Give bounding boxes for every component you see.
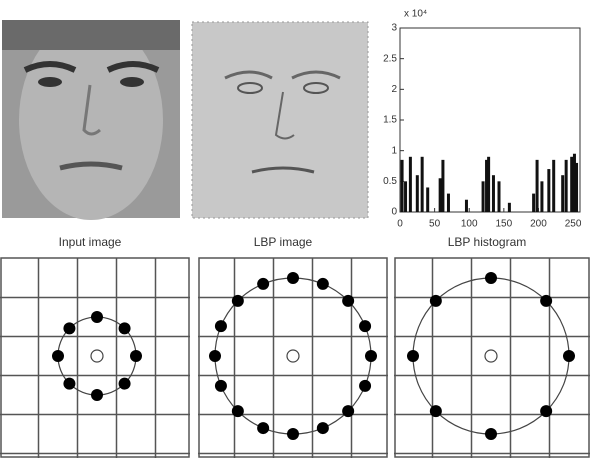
caption: Input image	[59, 235, 122, 249]
caption: LBP image	[254, 235, 313, 249]
bar	[565, 160, 568, 212]
neighbor-point	[209, 350, 221, 362]
neighbor-point	[257, 422, 269, 434]
x-tick-label: 0	[397, 219, 403, 230]
neighbor-point	[232, 405, 244, 417]
neighbor-point	[359, 380, 371, 392]
bar	[426, 187, 429, 212]
neighbor-point	[359, 320, 371, 332]
neighbor-point	[342, 405, 354, 417]
y-tick-label: 2	[391, 84, 397, 95]
bar	[465, 200, 468, 212]
x-tick-label: 100	[461, 219, 478, 230]
neighbor-point	[317, 278, 329, 290]
bar	[561, 175, 564, 212]
center-pixel	[485, 350, 497, 362]
y-tick-label: 0	[391, 207, 397, 218]
y-tick-label: 1	[391, 145, 397, 156]
x-tick-label: 50	[429, 219, 441, 230]
x-tick-label: 250	[565, 219, 582, 230]
bar	[421, 157, 424, 212]
bar	[492, 175, 495, 212]
bar	[439, 178, 442, 212]
neighbor-point	[63, 322, 75, 334]
figure: Input image LBP image LBP histogram x 10…	[0, 0, 590, 458]
bar	[404, 181, 407, 212]
neighbor-point	[563, 350, 575, 362]
page: Input image LBP image LBP histogram x 10…	[0, 0, 590, 458]
neighbor-point	[407, 350, 419, 362]
bar	[532, 194, 535, 212]
caption: LBP histogram	[448, 235, 527, 249]
x-tick-label: 150	[496, 219, 513, 230]
neighbor-point	[52, 350, 64, 362]
neighbor-point	[91, 389, 103, 401]
bar	[540, 181, 543, 212]
neighbor-point	[119, 378, 131, 390]
neighbor-point	[215, 320, 227, 332]
neighbor-point	[317, 422, 329, 434]
neighbor-point	[540, 405, 552, 417]
neighbor-point	[287, 272, 299, 284]
x-tick-label: 200	[530, 219, 547, 230]
bar	[575, 163, 578, 212]
neighbor-point	[365, 350, 377, 362]
bar	[487, 157, 490, 212]
neighbor-point	[287, 428, 299, 440]
neighbor-point	[119, 322, 131, 334]
bar	[482, 181, 485, 212]
bar	[498, 181, 501, 212]
y-tick-label: 1.5	[383, 115, 397, 126]
y-multiplier: x 10⁴	[404, 9, 427, 20]
y-tick-label: 0.5	[383, 176, 397, 187]
center-pixel	[91, 350, 103, 362]
bar	[447, 194, 450, 212]
bar	[552, 160, 555, 212]
bar	[409, 157, 412, 212]
neighbor-point	[430, 405, 442, 417]
neighbor-point	[485, 272, 497, 284]
neighbor-point	[342, 295, 354, 307]
center-pixel	[287, 350, 299, 362]
neighbor-point	[540, 295, 552, 307]
neighbor-point	[215, 380, 227, 392]
neighbor-point	[130, 350, 142, 362]
neighbor-point	[63, 378, 75, 390]
lbp-image	[192, 22, 368, 218]
bar	[401, 160, 404, 212]
bar	[536, 160, 539, 212]
neighbor-point	[485, 428, 497, 440]
input-image	[2, 20, 180, 220]
neighbor-point	[232, 295, 244, 307]
neighbor-point	[430, 295, 442, 307]
bar	[547, 169, 550, 212]
bar	[416, 175, 419, 212]
neighbor-point	[257, 278, 269, 290]
neighbor-point	[91, 311, 103, 323]
bar	[570, 157, 573, 212]
y-tick-label: 3	[391, 23, 397, 34]
y-tick-label: 2.5	[383, 53, 397, 64]
bar	[441, 160, 444, 212]
bar	[508, 203, 511, 212]
